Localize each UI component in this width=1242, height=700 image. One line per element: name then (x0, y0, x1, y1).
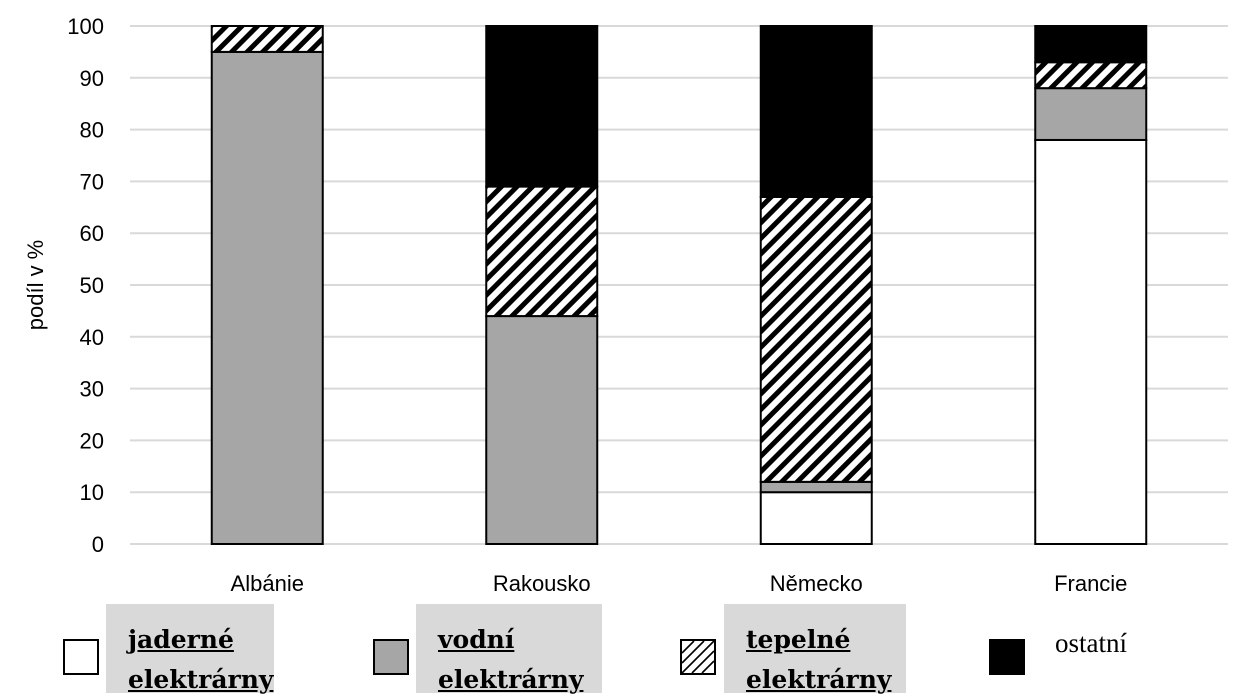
bar-segment (759, 491, 873, 546)
legend-label-box: vodní elektrárny (416, 604, 602, 694)
bar-segment (759, 480, 873, 494)
bar-segment (1034, 138, 1148, 546)
legend-label: vodní elektrárny (438, 625, 584, 694)
y-tick-label: 60 (80, 221, 104, 246)
y-axis-ticks: 0 10 20 30 40 50 60 70 80 90 100 (67, 14, 104, 557)
bar-segment (210, 50, 324, 546)
stacked-bar-chart: 0 10 20 30 40 50 60 70 80 90 100 Albánie Rakousko Ně… (23, 14, 1228, 596)
x-tick-label: Francie (1054, 571, 1127, 596)
legend-label-box: jaderné elektrárny (106, 604, 274, 694)
x-tick-label: Albánie (231, 571, 304, 596)
bar-segment (485, 185, 599, 318)
y-tick-label: 50 (80, 273, 104, 298)
y-axis-label: podíl v % (23, 240, 48, 331)
y-tick-label: 20 (80, 428, 104, 453)
y-tick-label: 10 (80, 480, 104, 505)
legend-swatch-hatch (680, 639, 716, 675)
legend: jaderné elektrárny vodní elektrárny tepe… (0, 604, 1242, 694)
bar-segment (759, 25, 873, 198)
legend-label: jaderné elektrárny (128, 625, 274, 694)
legend-label-box: tepelné elektrárny (724, 604, 906, 694)
y-tick-label: 90 (80, 66, 104, 91)
bar-segment (1034, 87, 1148, 141)
legend-swatch-gray (373, 639, 409, 675)
bar-segment (1034, 25, 1148, 64)
x-axis-ticks: Albánie Rakousko Německo Francie (231, 571, 1128, 596)
y-tick-label: 100 (67, 14, 104, 39)
bar-segment (1034, 61, 1148, 90)
legend-label: ostatní (1055, 628, 1127, 658)
y-tick-label: 80 (80, 118, 104, 143)
x-tick-label: Německo (770, 571, 863, 596)
y-tick-label: 70 (80, 169, 104, 194)
legend-label: tepelné elektrárny (746, 625, 892, 694)
bar-segment (485, 25, 599, 188)
bars (210, 25, 1148, 546)
x-tick-label: Rakousko (493, 571, 591, 596)
bar-segment (485, 315, 599, 545)
y-tick-label: 30 (80, 377, 104, 402)
bar-segment (759, 195, 873, 483)
y-tick-label: 0 (92, 532, 104, 557)
bar-segment (210, 25, 324, 53)
legend-swatch-white (63, 639, 99, 675)
y-tick-label: 40 (80, 325, 104, 350)
legend-swatch-black (989, 639, 1025, 675)
